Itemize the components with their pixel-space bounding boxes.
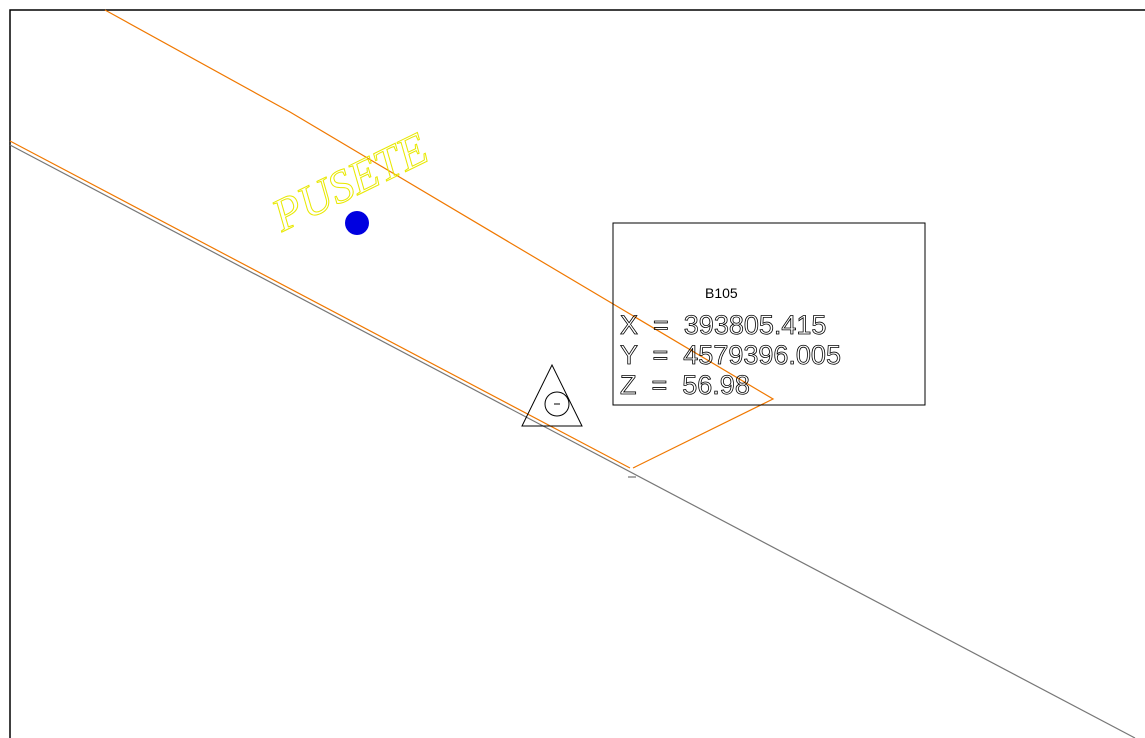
road-edge <box>9 144 1136 738</box>
viewport-frame <box>9 9 1145 738</box>
coordinate-y: Y = 4579396.005 <box>620 340 841 370</box>
coordinate-box <box>612 222 926 406</box>
point-name: B105 <box>705 285 738 301</box>
parcel-line <box>9 140 631 469</box>
point-symbol <box>345 211 369 235</box>
coordinate-x: X = 393805.415 <box>620 310 826 340</box>
survey-triangle <box>521 363 583 427</box>
survey-circle <box>544 391 570 417</box>
parcel-line <box>104 9 775 469</box>
coordinate-z: Z = 56.98 <box>620 370 750 400</box>
